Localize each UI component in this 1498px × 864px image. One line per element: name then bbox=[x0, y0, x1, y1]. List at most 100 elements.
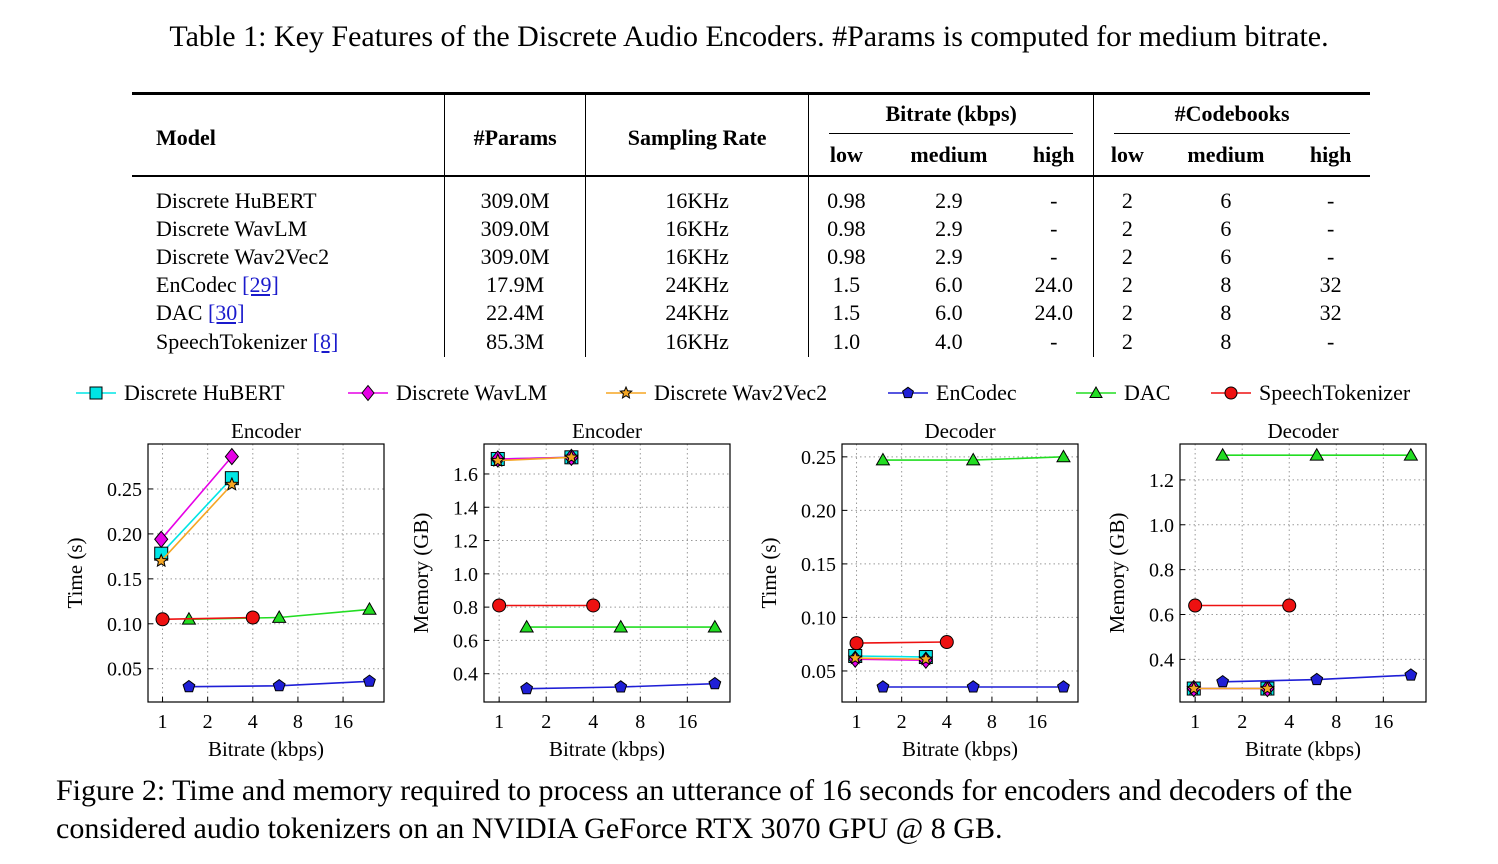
series-pentagon bbox=[182, 674, 376, 693]
data-point bbox=[1188, 598, 1203, 613]
cell-params: 309.0M bbox=[444, 215, 587, 243]
table-row: EnCodec [29] 17.9M 24KHz 1.5 6.0 24.0 2 8 32 bbox=[132, 271, 1370, 299]
series-star bbox=[153, 476, 240, 568]
cell-sr: 16KHz bbox=[585, 327, 810, 357]
cell-b-high: - bbox=[1014, 243, 1095, 271]
cell-b-med: 6.0 bbox=[935, 300, 963, 325]
y-tick-label: 0.10 bbox=[107, 614, 142, 636]
cell-c-low: 2 bbox=[1121, 272, 1133, 297]
codebooks-group-label: #Codebooks bbox=[1174, 100, 1290, 126]
data-point bbox=[1403, 447, 1419, 461]
series-line bbox=[855, 657, 926, 660]
citation-link[interactable]: [8] bbox=[312, 329, 339, 354]
chart-legend: Discrete HuBERT Discrete WavLM Discrete Wa… bbox=[74, 380, 1434, 408]
x-tick-label: 1 bbox=[1190, 711, 1200, 733]
legend-marker bbox=[361, 384, 375, 402]
table-row: Discrete Wav2Vec2 309.0M 16KHz 0.98 2.9 - 2 6 - bbox=[132, 243, 1370, 271]
series-line bbox=[162, 616, 253, 621]
chart-title: Decoder bbox=[1267, 419, 1338, 443]
series-circle bbox=[155, 610, 260, 627]
cell-c-med: 8 bbox=[1220, 272, 1232, 297]
diamond-marker-icon bbox=[348, 384, 388, 402]
data-point bbox=[849, 636, 864, 651]
x-tick-label: 4 bbox=[942, 711, 952, 733]
legend-item: SpeechTokenizer bbox=[1209, 380, 1410, 406]
x-tick-label: 1 bbox=[494, 711, 504, 733]
y-axis-label: Time (s) bbox=[63, 538, 87, 609]
data-point bbox=[918, 651, 934, 666]
y-tick-label: 0.6 bbox=[1149, 605, 1174, 627]
data-point bbox=[153, 553, 169, 568]
cell-model: Discrete HuBERT bbox=[132, 176, 446, 215]
header-codebooks-group: #Codebooks bbox=[1094, 94, 1370, 136]
x-tick-label: 16 bbox=[333, 711, 353, 733]
x-tick-label: 4 bbox=[588, 711, 598, 733]
codebooks-group-rule bbox=[1114, 132, 1350, 134]
legend-label: SpeechTokenizer bbox=[1259, 380, 1411, 405]
header-codebooks-high: high bbox=[1309, 142, 1352, 167]
y-tick-label: 0.15 bbox=[801, 554, 836, 576]
plot-frame bbox=[483, 443, 731, 703]
cell-model: Discrete Wav2Vec2 bbox=[132, 243, 446, 271]
cell-c-high: - bbox=[1326, 216, 1335, 241]
cell-b-low: 1.5 bbox=[832, 300, 861, 325]
y-tick-label: 0.25 bbox=[107, 479, 142, 501]
data-point bbox=[362, 601, 377, 615]
data-point bbox=[245, 610, 260, 625]
data-point bbox=[271, 609, 287, 623]
header-bitrate-high: high bbox=[1014, 135, 1095, 176]
citation-link[interactable]: [29] bbox=[242, 272, 279, 297]
data-point bbox=[876, 680, 890, 693]
legend-marker bbox=[1089, 385, 1103, 398]
table-row: SpeechTokenizer [8] 85.3M 16KHz 1.0 4.0-2 8- bbox=[132, 327, 1370, 357]
chart-title: Decoder bbox=[924, 419, 995, 443]
data-point bbox=[1186, 680, 1202, 695]
data-point bbox=[1404, 668, 1418, 681]
data-point bbox=[1216, 674, 1230, 688]
citation-link[interactable]: [30] bbox=[207, 300, 245, 325]
legend-marker bbox=[1224, 386, 1238, 400]
cell-b-high: 24.0 bbox=[1014, 299, 1095, 327]
cell-b-med: 2.9 bbox=[935, 244, 963, 269]
cell-model: DAC [30] bbox=[132, 299, 446, 327]
cell-model: EnCodec [29] bbox=[132, 271, 446, 299]
x-tick-label: 8 bbox=[635, 711, 645, 733]
chart-2: 1 2 4 8 16 0.4 0.6 0.8 1.0 1.2 1.4 1.6 Encoder Bitrat… bbox=[409, 419, 731, 761]
y-tick-label: 0.8 bbox=[1149, 560, 1174, 582]
y-axis-label: Time (s) bbox=[757, 538, 781, 609]
data-point bbox=[875, 452, 891, 466]
data-point bbox=[519, 619, 535, 633]
cell-b-high: - bbox=[1014, 215, 1095, 243]
model-name: Discrete Wav2Vec2 bbox=[156, 244, 330, 269]
header-model: Model bbox=[132, 93, 446, 176]
cell-model: Discrete WavLM bbox=[132, 215, 446, 243]
y-tick-label: 1.6 bbox=[453, 464, 478, 486]
series-line bbox=[856, 641, 947, 644]
series-pentagon bbox=[876, 680, 1070, 693]
cell-c-low: 2 bbox=[1121, 188, 1133, 213]
y-tick-label: 0.20 bbox=[107, 524, 142, 546]
x-axis-label: Bitrate (kbps) bbox=[208, 737, 324, 761]
x-tick-label: 2 bbox=[541, 711, 551, 733]
table-row: DAC [30] 22.4M 24KHz 1.5 6.0 24.0 2 8 32 bbox=[132, 299, 1370, 327]
series-line bbox=[160, 483, 233, 562]
data-point bbox=[1282, 598, 1297, 613]
legend-item: Discrete HuBERT bbox=[74, 380, 285, 406]
cell-b-low: 0.98 bbox=[827, 188, 866, 213]
series-triangle bbox=[181, 601, 377, 625]
x-axis-label: Bitrate (kbps) bbox=[1245, 737, 1361, 761]
table-caption: Table 1: Key Features of the Discrete Au… bbox=[169, 20, 1329, 53]
data-point bbox=[492, 598, 507, 613]
y-tick-label: 0.4 bbox=[1149, 649, 1174, 671]
series-triangle bbox=[875, 449, 1071, 466]
legend-label: Discrete WavLM bbox=[396, 380, 548, 405]
y-tick-label: 1.4 bbox=[453, 497, 478, 519]
x-tick-label: 1 bbox=[852, 711, 862, 733]
data-point bbox=[613, 619, 629, 633]
cell-b-low: 0.98 bbox=[827, 216, 866, 241]
x-tick-label: 1 bbox=[158, 711, 168, 733]
cell-c-high: - bbox=[1326, 244, 1335, 269]
cell-b-med: 4.0 bbox=[935, 329, 963, 354]
model-name: EnCodec bbox=[156, 272, 237, 297]
legend-item: Discrete WavLM bbox=[346, 380, 547, 406]
